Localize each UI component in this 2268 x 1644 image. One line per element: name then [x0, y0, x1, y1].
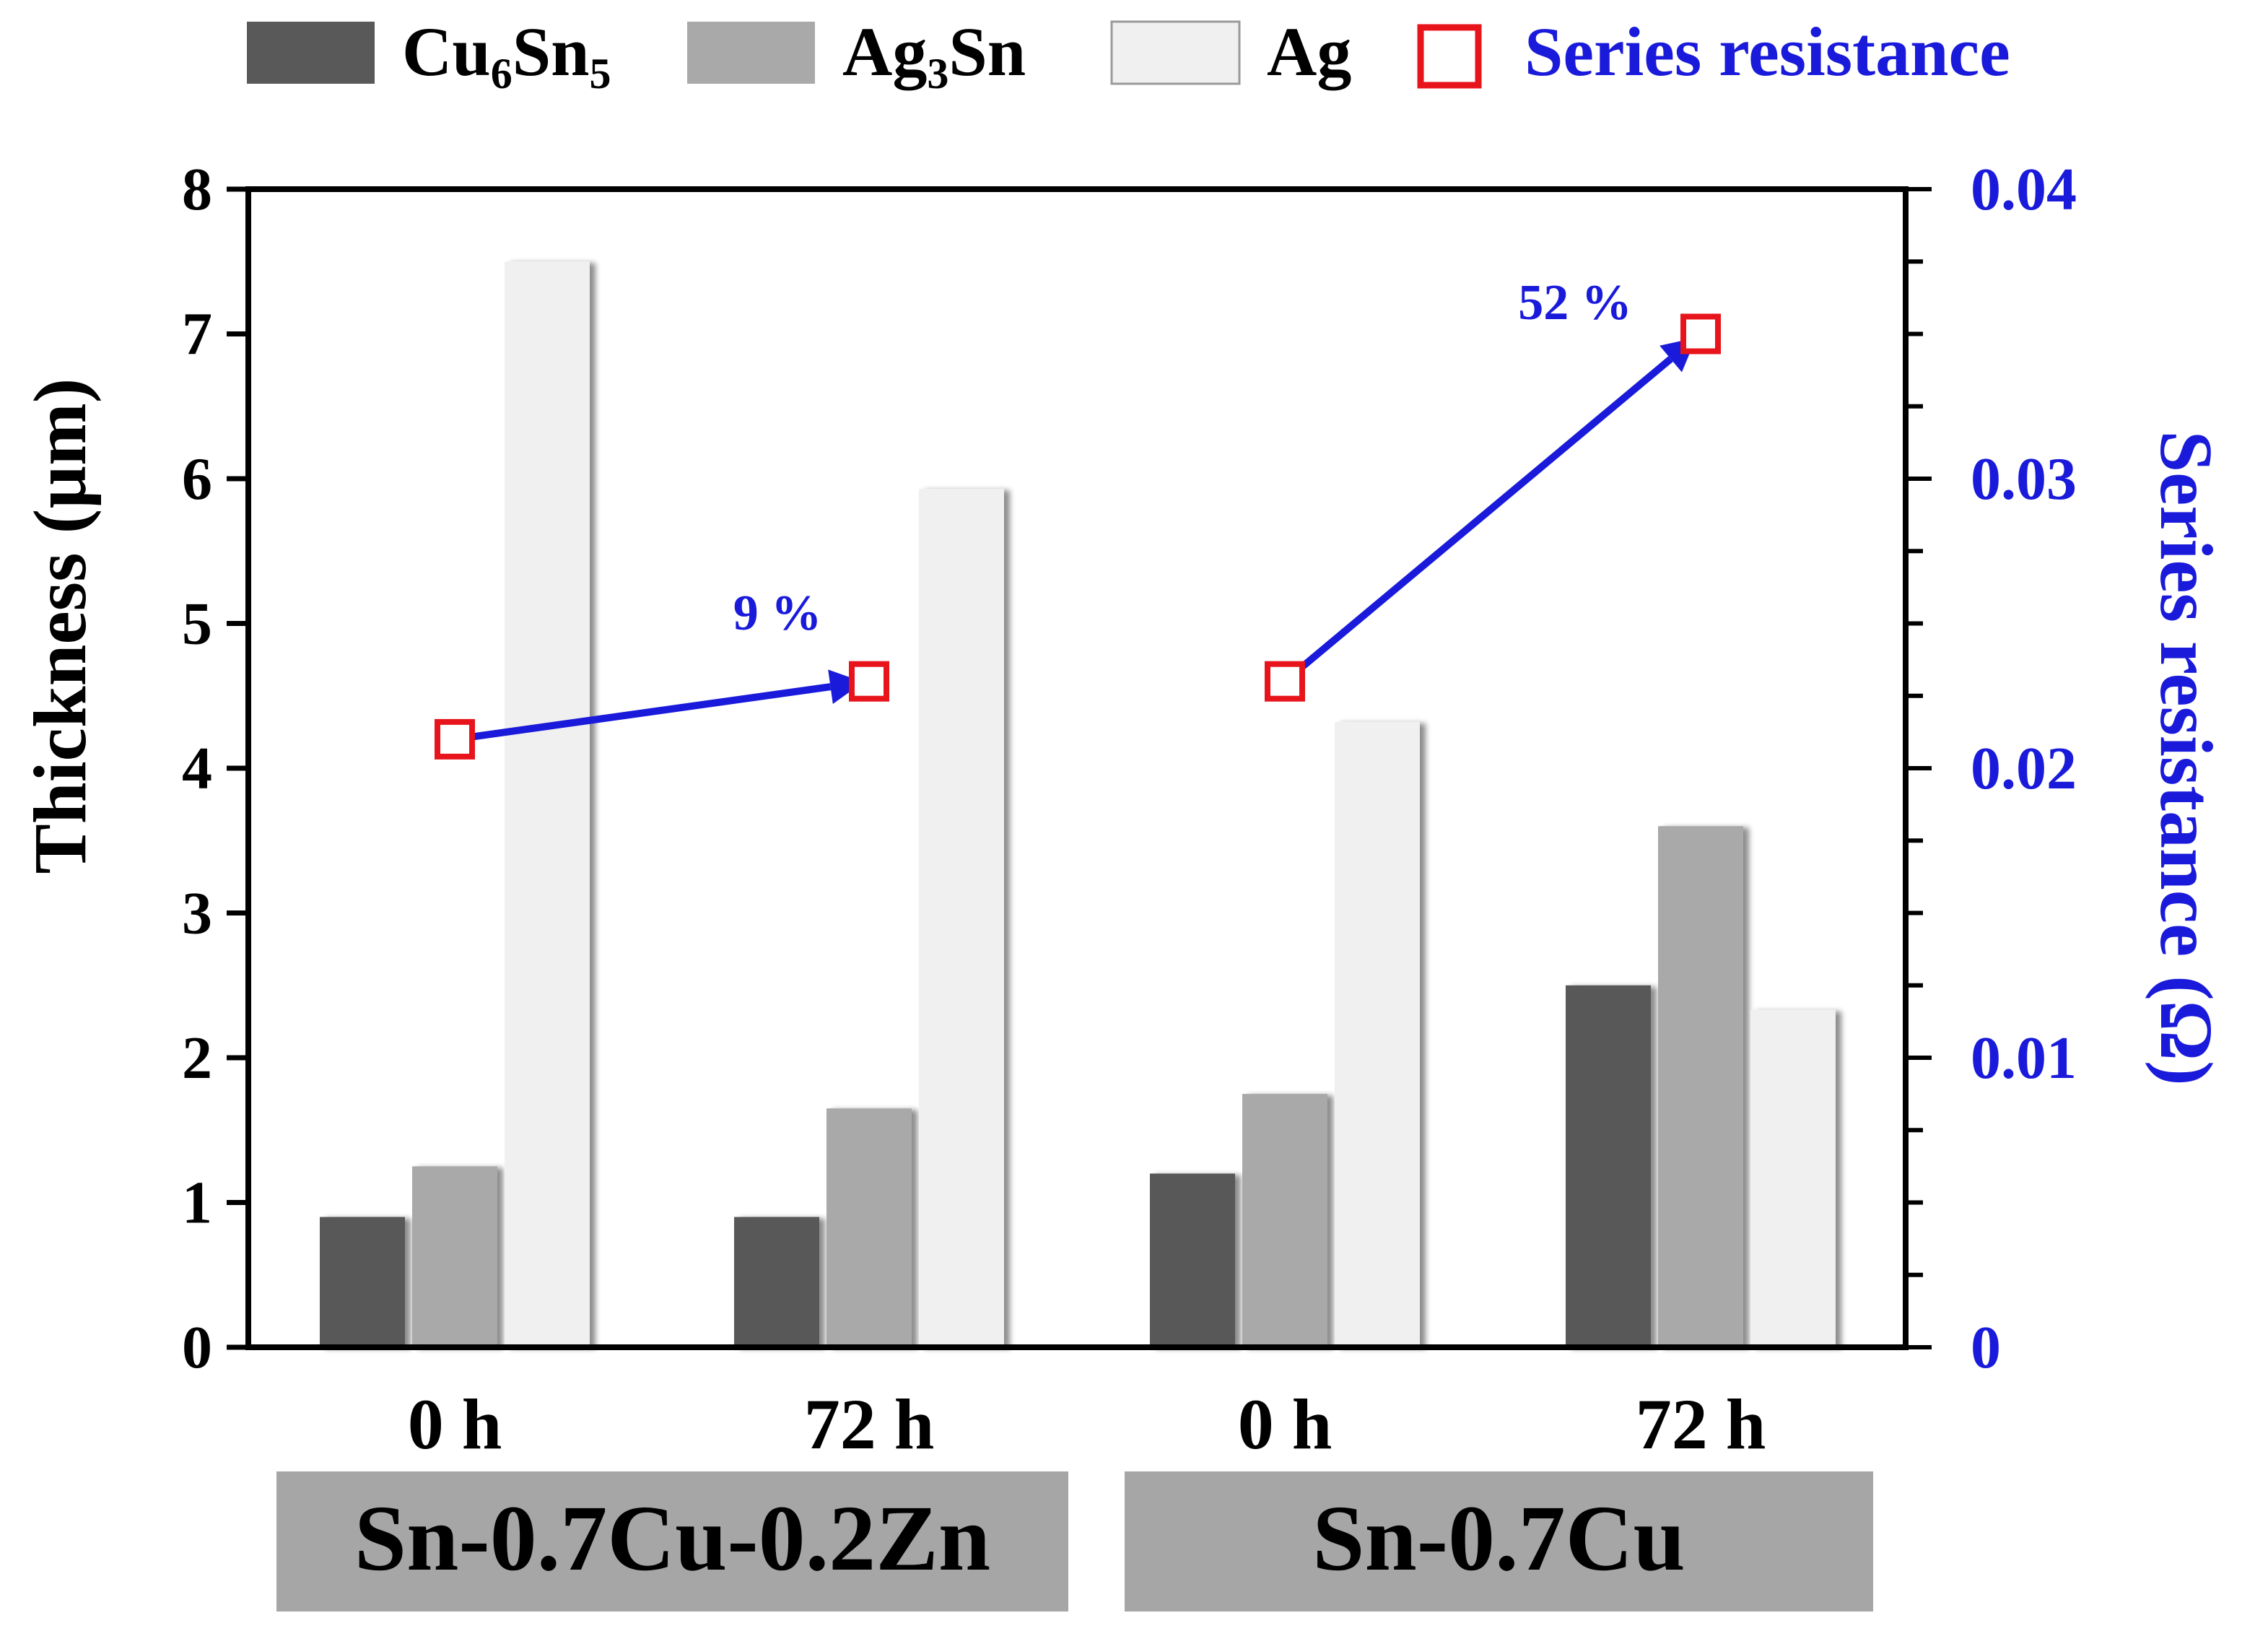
bar-ag3sn-2 — [1242, 1094, 1327, 1347]
x-tick-label: 72 h — [804, 1384, 935, 1464]
bar-ag-2 — [1335, 721, 1420, 1347]
group-label: Sn-0.7Cu-0.2Zn — [354, 1487, 990, 1591]
resistance-marker — [435, 718, 475, 760]
x-tick-label: 0 h — [1238, 1384, 1333, 1464]
percent-annotation: 9 % — [733, 586, 822, 641]
y2-axis-label: Series resistance (Ω) — [2145, 430, 2228, 1085]
group-box — [276, 1471, 1068, 1612]
y-axis-label: Thickness (µm) — [19, 378, 102, 874]
right-axis: 0 0.01 0.02 0.03 0.04 — [1906, 156, 2077, 1381]
legend-swatch-cu6sn5 — [247, 22, 375, 84]
bar-ag-0 — [505, 261, 590, 1347]
group-box — [1125, 1471, 1873, 1612]
bar-cu6sn5-2 — [1150, 1173, 1235, 1347]
bar-ag3sn-3 — [1658, 826, 1743, 1347]
legend-subscript: 5 — [590, 50, 611, 97]
y2-tick-label: 0.02 — [1971, 735, 2077, 802]
bar-cu6sn5-1 — [734, 1217, 819, 1347]
y2-tick-label: 0.04 — [1971, 156, 2077, 223]
legend-label-series-resistance: Series resistance — [1525, 13, 2010, 90]
y2-tick-label: 0.03 — [1971, 445, 2077, 513]
resistance-marker — [849, 661, 889, 702]
y-tick-label: 5 — [182, 591, 212, 658]
bar-ag-1 — [919, 489, 1004, 1348]
y-tick-label: 4 — [182, 735, 212, 802]
bars — [320, 261, 1836, 1348]
x-axis: 0 h 72 h 0 h 72 h Sn-0.7Cu-0.2Zn Sn-0.7Cu — [276, 1384, 1873, 1612]
x-tick-label: 72 h — [1636, 1384, 1766, 1464]
legend-text: Cu — [402, 13, 491, 90]
left-axis: 0 1 2 3 4 5 6 7 8 — [182, 156, 248, 1381]
y-tick-label: 7 — [182, 301, 212, 368]
legend: Cu6Sn5 Ag3Sn Ag Series resistance — [247, 13, 2010, 97]
group-label: Sn-0.7Cu — [1312, 1487, 1685, 1591]
legend-swatch-ag3sn — [687, 22, 815, 84]
y-tick-label: 0 — [182, 1314, 212, 1381]
resistance-series: 9 % 52 % — [435, 275, 1721, 760]
bar-ag3sn-1 — [826, 1108, 912, 1347]
y2-tick-label: 0 — [1971, 1314, 2001, 1381]
legend-label-cu6sn5: Cu6Sn5 — [402, 13, 611, 97]
x-tick-label: 0 h — [408, 1384, 502, 1464]
legend-text: Sn — [948, 13, 1026, 90]
percent-annotation: 52 % — [1518, 275, 1632, 331]
legend-swatch-series-resistance — [1417, 24, 1482, 89]
arrow-line — [1282, 356, 1673, 684]
bar-cu6sn5-3 — [1566, 985, 1651, 1347]
legend-text: Sn — [513, 13, 590, 90]
bar-ag-3 — [1750, 1009, 1836, 1347]
bar-ag3sn-0 — [412, 1166, 497, 1347]
y-tick-label: 8 — [182, 156, 212, 223]
legend-subscript: 6 — [491, 50, 513, 97]
bar-cu6sn5-0 — [320, 1217, 405, 1347]
arrow-line — [454, 683, 832, 743]
y-tick-label: 6 — [182, 445, 212, 513]
legend-label-ag3sn: Ag3Sn — [842, 13, 1026, 97]
legend-text: Ag — [1267, 13, 1351, 90]
legend-label-ag: Ag — [1267, 13, 1351, 90]
resistance-marker — [1680, 313, 1721, 355]
legend-subscript: 3 — [927, 50, 948, 97]
y2-tick-label: 0.01 — [1971, 1025, 2077, 1092]
arrow-head — [828, 669, 864, 704]
y-tick-label: 1 — [182, 1170, 212, 1237]
resistance-marker — [1265, 661, 1305, 702]
legend-text: Ag — [842, 13, 927, 90]
legend-swatch-ag — [1110, 20, 1241, 85]
y-tick-label: 2 — [182, 1025, 212, 1092]
y-tick-label: 3 — [182, 880, 212, 947]
